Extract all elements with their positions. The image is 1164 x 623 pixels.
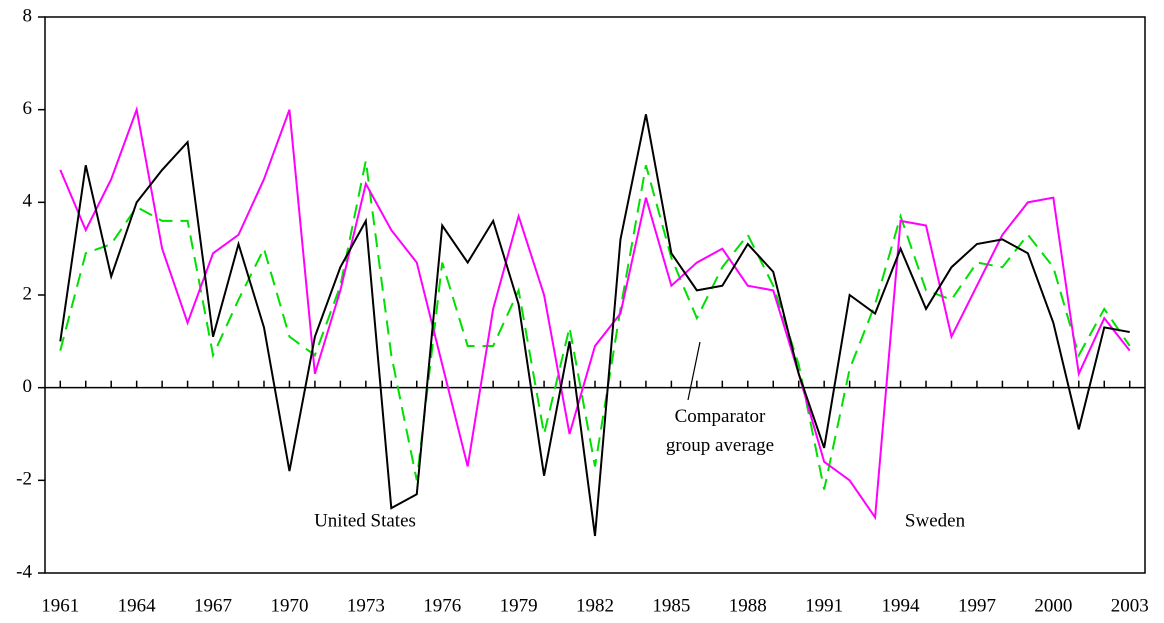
x-tick-label: 1976	[423, 595, 461, 616]
leader-line	[687, 341, 701, 401]
series-label-line: Comparator	[675, 406, 766, 427]
series-label: Comparator group average	[666, 406, 774, 456]
y-tick-label: 0	[23, 376, 33, 397]
x-tick-label: 1979	[500, 595, 538, 616]
series-label: Sweden	[905, 510, 966, 531]
y-tick-label: 8	[23, 5, 33, 26]
x-tick-label: 1961	[41, 595, 79, 616]
x-tick-label: 2003	[1111, 595, 1149, 616]
series-line	[59, 105, 1131, 521]
y-tick-label: 2	[23, 283, 33, 304]
series-line	[59, 114, 1130, 537]
y-tick-label: 4	[23, 191, 33, 212]
y-tick-label: -2	[16, 469, 32, 490]
x-tick-label: 1967	[194, 595, 232, 616]
x-tick-label: 1988	[729, 595, 767, 616]
x-tick-label: 1994	[882, 595, 921, 616]
x-tick-label: 1970	[270, 595, 308, 616]
series-label: United States	[314, 510, 416, 531]
plot-frame	[44, 16, 1146, 574]
y-tick-label: 6	[23, 98, 33, 119]
x-tick-label: 1964	[118, 595, 157, 616]
x-tick-label: 1985	[652, 595, 690, 616]
y-tick-label: -4	[16, 561, 32, 582]
x-tick-label: 1982	[576, 595, 614, 616]
x-tick-label: 1997	[958, 595, 996, 616]
series-line	[59, 160, 1131, 490]
x-tick-label: 1991	[805, 595, 843, 616]
x-tick-label: 1973	[347, 595, 385, 616]
series-label-line: group average	[666, 435, 774, 456]
x-tick-label: 2000	[1034, 595, 1072, 616]
